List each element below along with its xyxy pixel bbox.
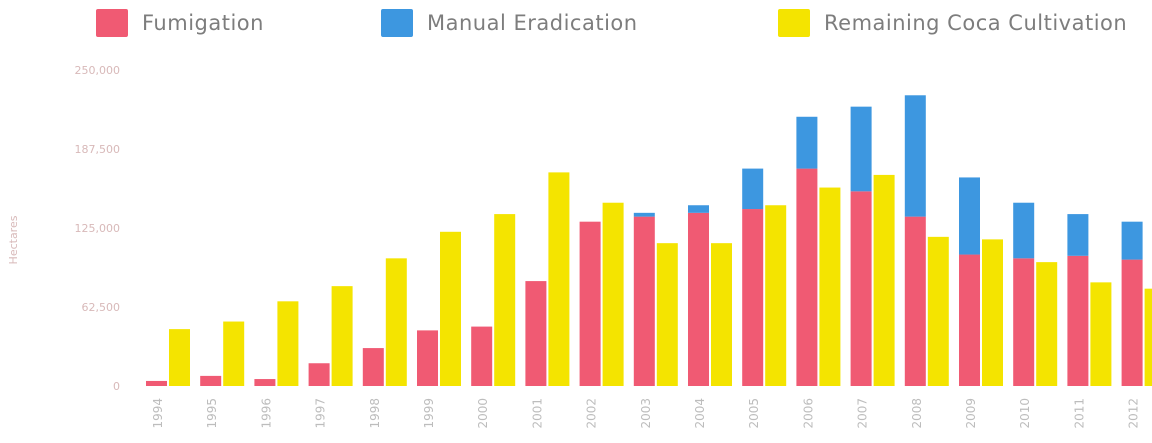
bar-remaining-coca-2009[interactable]	[982, 239, 1003, 386]
bar-fumigation-2003[interactable]	[633, 216, 655, 386]
bar-remaining-coca-2006[interactable]	[819, 187, 841, 386]
bar-fumigation-1994[interactable]	[146, 380, 167, 386]
bar-remaining-coca-2004[interactable]	[711, 243, 732, 386]
bar-fumigation-2005[interactable]	[742, 209, 764, 386]
bar-remaining-coca-1999[interactable]	[440, 231, 461, 386]
bar-remaining-coca-2001[interactable]	[548, 172, 570, 386]
bar-fumigation-2007[interactable]	[850, 191, 872, 386]
bar-remaining-coca-1996[interactable]	[277, 301, 299, 386]
bar-manual-eradication-2006[interactable]	[796, 116, 818, 169]
bar-manual-eradication-2008[interactable]	[904, 95, 926, 217]
bar-fumigation-2001[interactable]	[525, 281, 547, 386]
legend-label-manual-eradication: Manual Eradication	[427, 11, 638, 35]
x-tick-label: 2002	[585, 398, 599, 429]
bars	[146, 95, 1152, 386]
bar-remaining-coca-1998[interactable]	[385, 258, 407, 386]
x-tick-label: 2005	[747, 398, 761, 429]
legend-item-manual-eradication[interactable]: Manual Eradication	[381, 6, 638, 40]
bar-fumigation-2010[interactable]	[1013, 258, 1035, 386]
bar-fumigation-2006[interactable]	[796, 168, 818, 386]
bar-manual-eradication-2009[interactable]	[959, 177, 980, 255]
x-tick-label: 2003	[639, 398, 653, 429]
x-tick-label: 2001	[530, 398, 544, 429]
bar-fumigation-2011[interactable]	[1067, 255, 1089, 386]
bar-fumigation-1995[interactable]	[200, 375, 222, 386]
y-tick-label: 62,500	[82, 301, 121, 314]
bar-manual-eradication-2012[interactable]	[1121, 221, 1143, 260]
legend-swatch-remaining-coca	[778, 9, 810, 37]
bar-remaining-coca-2005[interactable]	[765, 205, 787, 386]
x-tick-label: 2009	[964, 398, 978, 429]
bar-remaining-coca-2010[interactable]	[1036, 262, 1058, 386]
x-tick-label: 1998	[368, 398, 382, 429]
bar-manual-eradication-2011[interactable]	[1067, 214, 1089, 256]
bar-fumigation-2004[interactable]	[688, 212, 709, 386]
x-tick-label: 1997	[314, 398, 328, 429]
x-tick-label: 2010	[1018, 398, 1032, 429]
bar-remaining-coca-2002[interactable]	[602, 202, 624, 386]
legend: Fumigation Manual Eradication Remaining …	[96, 6, 1152, 40]
bar-fumigation-2000[interactable]	[471, 326, 493, 386]
x-axis: 1994 1995 1996 1997 1998 1999 2000 2001 2002 2003…	[151, 398, 1141, 429]
bar-remaining-coca-2000[interactable]	[494, 214, 516, 386]
bar-fumigation-2008[interactable]	[904, 216, 926, 386]
x-tick-label: 2004	[693, 398, 707, 429]
y-tick-label: 0	[113, 380, 120, 393]
x-tick-label: 2006	[801, 398, 815, 429]
bar-remaining-coca-2012[interactable]	[1144, 288, 1152, 386]
bar-remaining-coca-2007[interactable]	[873, 174, 895, 386]
x-tick-label: 1999	[422, 398, 436, 429]
y-axis: 0 62,500 125,000 187,500 250,000 Hectares	[7, 64, 120, 393]
bar-fumigation-1997[interactable]	[308, 363, 330, 386]
x-tick-label: 1995	[205, 398, 219, 429]
legend-label-fumigation: Fumigation	[142, 11, 264, 35]
legend-item-remaining-coca[interactable]: Remaining Coca Cultivation	[778, 6, 1127, 40]
y-tick-label: 125,000	[75, 222, 121, 235]
bar-remaining-coca-1994[interactable]	[169, 329, 190, 386]
legend-label-remaining-coca: Remaining Coca Cultivation	[824, 11, 1128, 35]
bar-remaining-coca-1997[interactable]	[331, 286, 353, 386]
x-tick-label: 2000	[476, 398, 490, 429]
x-tick-label: 1994	[151, 398, 165, 429]
bar-remaining-coca-1995[interactable]	[223, 321, 245, 386]
y-tick-label: 187,500	[75, 143, 121, 156]
x-tick-label: 2011	[1072, 398, 1086, 429]
y-tick-label: 250,000	[75, 64, 121, 77]
y-axis-title: Hectares	[7, 215, 20, 264]
bar-manual-eradication-2003[interactable]	[633, 212, 655, 217]
x-tick-label: 2007	[856, 398, 870, 429]
bar-remaining-coca-2003[interactable]	[656, 243, 678, 386]
bar-manual-eradication-2005[interactable]	[742, 168, 764, 210]
bar-fumigation-2009[interactable]	[959, 254, 980, 386]
bar-fumigation-1996[interactable]	[254, 379, 276, 386]
bar-fumigation-2012[interactable]	[1121, 259, 1143, 386]
bar-fumigation-1999[interactable]	[417, 330, 438, 386]
bar-fumigation-1998[interactable]	[362, 348, 384, 386]
x-tick-label: 1996	[259, 398, 273, 429]
x-tick-label: 2008	[910, 398, 924, 429]
bar-manual-eradication-2004[interactable]	[688, 205, 709, 213]
bar-manual-eradication-2010[interactable]	[1013, 202, 1035, 259]
bar-manual-eradication-2007[interactable]	[850, 106, 872, 192]
bar-remaining-coca-2011[interactable]	[1090, 282, 1112, 386]
legend-swatch-fumigation	[96, 9, 128, 37]
legend-swatch-manual-eradication	[381, 9, 413, 37]
bar-fumigation-2002[interactable]	[579, 221, 601, 386]
x-tick-label: 2012	[1127, 398, 1141, 429]
bar-remaining-coca-2008[interactable]	[927, 236, 949, 386]
legend-item-fumigation[interactable]: Fumigation	[96, 6, 264, 40]
